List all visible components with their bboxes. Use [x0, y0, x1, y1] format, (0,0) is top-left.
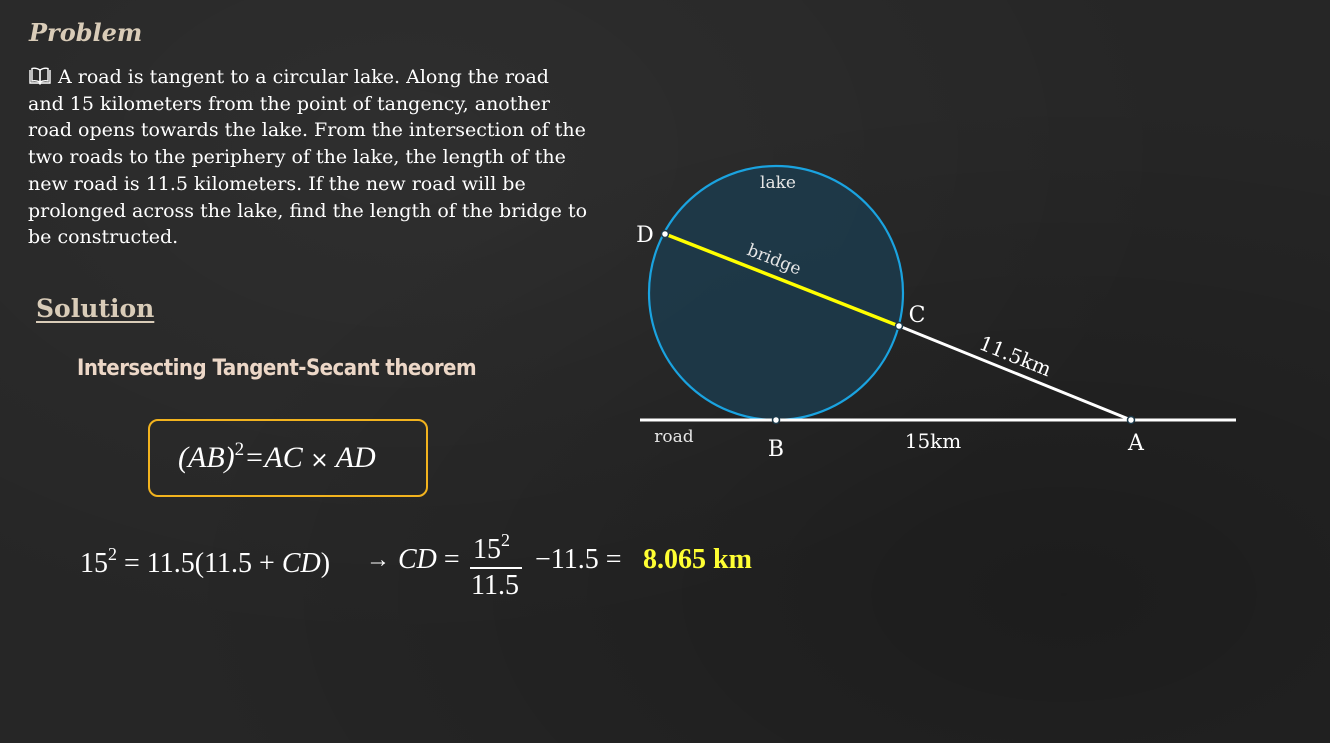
point-b-label: B	[768, 437, 784, 462]
theorem-label: Intersecting Tangent-Secant theorem	[77, 356, 477, 381]
equation-base-exponent: 2	[108, 544, 117, 564]
problem-text: A road is tangent to a circular lake. Al…	[28, 64, 588, 251]
point-c	[894, 321, 904, 331]
road-label: road	[654, 427, 693, 447]
point-d-label: D	[636, 223, 654, 248]
solution-heading: Solution	[36, 294, 155, 323]
point-b	[771, 415, 781, 425]
problem-heading: Problem	[29, 18, 143, 47]
point-c-label: C	[909, 303, 926, 328]
fraction-numerator-exponent: 2	[501, 530, 510, 550]
equation-expansion: = 11.5(11.5 +	[124, 548, 282, 579]
equation-arrow: →	[366, 547, 390, 573]
ab-length-label: 15km	[905, 429, 962, 453]
book-icon	[29, 67, 51, 85]
bridge-line	[664, 232, 900, 328]
equation-equals: =	[443, 544, 460, 575]
equation-cd-def: CD =	[398, 544, 460, 576]
fraction-numerator: 152	[473, 530, 510, 566]
equation-result: 8.065 km	[643, 544, 752, 575]
formula-rhs-ac: =AC	[244, 441, 303, 474]
equation-lhs: 152 = 11.5(11.5 + CD)	[80, 544, 330, 580]
problem-statement: A road is tangent to a circular lake. Al…	[28, 66, 588, 249]
fraction-denominator: 11.5	[471, 570, 519, 601]
point-d	[660, 229, 670, 239]
equation-cd: CD	[281, 548, 321, 579]
fraction-bar	[470, 567, 522, 569]
lake-label: lake	[760, 173, 796, 193]
formula-lhs: (AB)	[178, 441, 235, 474]
formula-rhs-ad: AD	[335, 441, 376, 474]
new-road-line	[898, 324, 1132, 422]
point-a-label: A	[1127, 431, 1145, 456]
formula-exponent: 2	[234, 439, 245, 460]
equation-cd-2: CD	[398, 544, 437, 575]
formula-times: ×	[310, 448, 329, 473]
equation-minus: −11.5 =	[535, 544, 622, 575]
equation-close-paren: )	[320, 548, 331, 579]
formula-box: (AB)2=AC × AD	[148, 419, 428, 497]
point-a	[1126, 415, 1136, 425]
lake-circle	[647, 164, 905, 422]
equation-base: 15	[80, 548, 108, 579]
formula: (AB)2=AC × AD	[178, 439, 376, 475]
fraction-numerator-base: 15	[473, 534, 501, 565]
